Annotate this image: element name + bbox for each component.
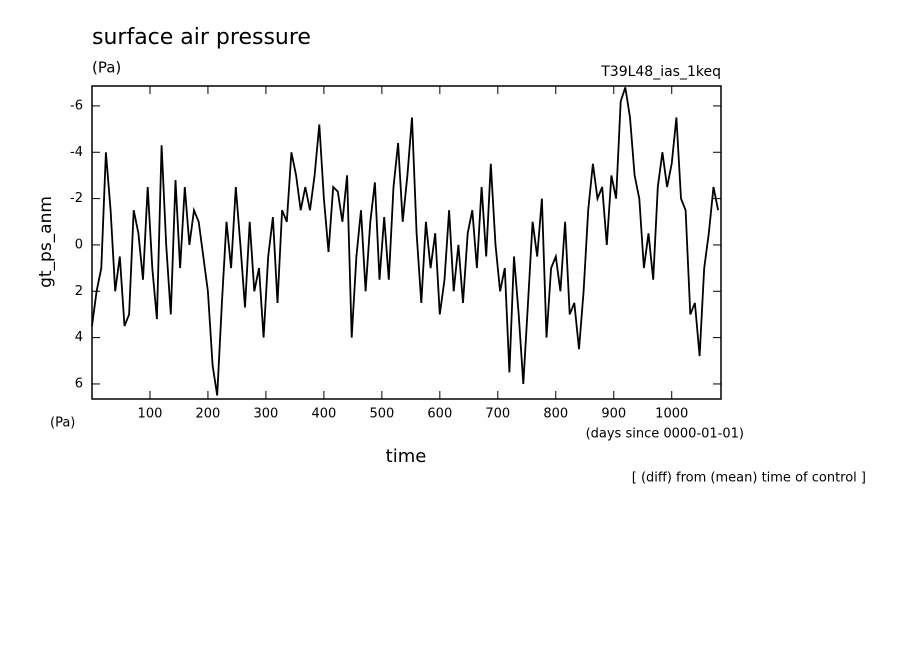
x-units: (days since 0000-01-01) [586, 427, 744, 442]
x-tick-label: 1000 [655, 407, 688, 422]
x-tick-label: 500 [369, 407, 394, 422]
y-tick-label: 0 [75, 237, 83, 252]
y-tick-label: 6 [75, 376, 83, 391]
x-axis-label: time [386, 446, 427, 467]
y-tick-label: 2 [75, 284, 83, 299]
x-tick-label: 900 [601, 407, 626, 422]
x-tick-label: 200 [196, 407, 221, 422]
plot-frame [91, 85, 722, 400]
y-tick-label: 4 [75, 330, 83, 345]
data-line [91, 87, 719, 396]
x-tick-label: 700 [485, 407, 510, 422]
x-tick-label: 300 [254, 407, 279, 422]
x-tick-label: 400 [311, 407, 336, 422]
y-axis-label: gt_ps_anm [36, 196, 56, 288]
units-label: (Pa) [92, 59, 121, 77]
x-tick-label: 800 [543, 407, 568, 422]
y-units: (Pa) [50, 416, 75, 431]
note: [ (diff) from (mean) time of control ] [632, 471, 866, 486]
y-tick-label: -2 [70, 191, 83, 206]
y-tick-label: -4 [70, 145, 83, 160]
run-label: T39L48_ias_1keq [600, 64, 721, 80]
x-tick-label: 100 [138, 407, 163, 422]
y-tick-label: -6 [70, 98, 83, 113]
chart-title: surface air pressure [92, 25, 311, 50]
x-tick-label: 600 [427, 407, 452, 422]
